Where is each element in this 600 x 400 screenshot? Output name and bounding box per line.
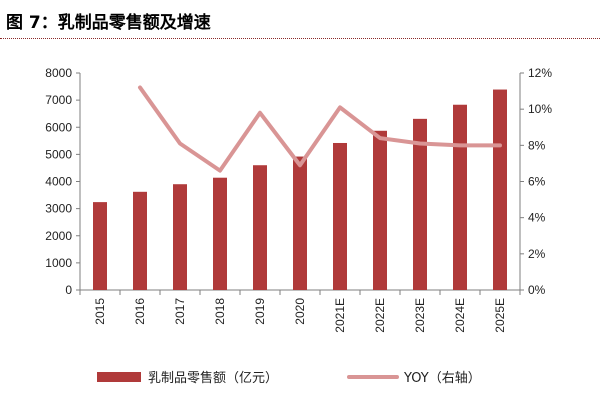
x-tick-labels: 2015 2016 2017 2018 2019 2020 2021E 2022E 2023E 2… xyxy=(93,298,507,333)
y-right-tick-label: 10% xyxy=(528,102,552,116)
y-right-tick-label: 12% xyxy=(528,66,552,80)
x-tick-label: 2024E xyxy=(453,298,467,333)
y-left-tick-label: 8000 xyxy=(45,66,72,80)
y-left-tick-label: 0 xyxy=(65,283,72,297)
y-right-tick-label: 8% xyxy=(528,138,546,152)
x-tick-label: 2025E xyxy=(493,298,507,333)
x-tick-label: 2023E xyxy=(413,298,427,333)
y-left-tick-label: 6000 xyxy=(45,120,72,134)
legend-swatch-bar xyxy=(97,372,141,382)
line-series-group xyxy=(138,85,502,173)
bar-2017 xyxy=(173,184,187,290)
y-left-tick-label: 4000 xyxy=(45,175,72,189)
x-tick-label: 2017 xyxy=(173,298,187,325)
x-tick-label: 2022E xyxy=(373,298,387,333)
x-tick-label: 2019 xyxy=(253,298,267,325)
title-divider xyxy=(0,38,600,39)
bar-2015 xyxy=(93,202,107,290)
bar-series-group xyxy=(93,89,507,290)
bar-2022E xyxy=(373,130,387,290)
y-right-tick-label: 6% xyxy=(528,175,546,189)
bar-2025E xyxy=(493,89,507,290)
x-tick-label: 2015 xyxy=(93,298,107,325)
x-tick-label: 2021E xyxy=(333,298,347,333)
y-left-tick-label: 1000 xyxy=(45,256,72,270)
legend-label-bar: 乳制品零售额（亿元） xyxy=(148,370,278,386)
x-tick-label: 2016 xyxy=(133,298,147,325)
yoy-line xyxy=(138,85,502,173)
bar-2020 xyxy=(293,156,307,290)
y-left-tick-label: 3000 xyxy=(45,202,72,216)
bar-2016 xyxy=(133,191,147,290)
legend-label-line: YOY（右轴） xyxy=(403,371,481,386)
legend: 乳制品零售额（亿元） YOY（右轴） xyxy=(97,370,481,386)
figure-title: 图 7：乳制品零售额及增速 xyxy=(6,13,211,33)
x-tick-label: 2018 xyxy=(213,298,227,325)
bar-2018 xyxy=(213,177,227,290)
y-left-tick-label: 5000 xyxy=(45,147,72,161)
y-left-tick-label: 2000 xyxy=(45,229,72,243)
y-right-tick-label: 0% xyxy=(528,283,546,297)
bar-2023E xyxy=(413,118,427,290)
y-left-tick-labels: 0 1000 2000 3000 4000 5000 6000 7000 8000 xyxy=(45,66,72,297)
y-right-tick-label: 2% xyxy=(528,247,546,261)
bar-2024E xyxy=(453,104,467,290)
y-right-tick-label: 4% xyxy=(528,211,546,225)
y-left-tick-label: 7000 xyxy=(45,93,72,107)
bar-2021E xyxy=(333,142,347,290)
bar-2019 xyxy=(253,165,267,290)
y-right-tick-labels: 0% 2% 4% 6% 8% 10% 12% xyxy=(528,66,552,297)
x-tick-label: 2020 xyxy=(293,298,307,325)
